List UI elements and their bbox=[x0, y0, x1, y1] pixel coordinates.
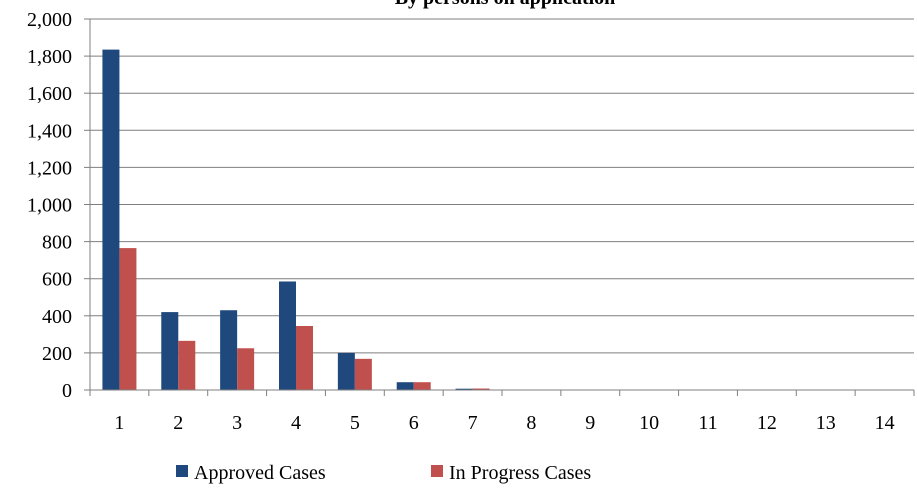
bar-approved bbox=[102, 49, 120, 391]
y-tick-label: 200 bbox=[42, 343, 72, 365]
bar-approved bbox=[279, 281, 296, 390]
y-tick-label: 1,600 bbox=[27, 83, 72, 105]
bars bbox=[102, 49, 650, 391]
y-tick-label: 600 bbox=[42, 269, 72, 291]
y-tick-label: 1,800 bbox=[27, 46, 72, 68]
x-tick-label: 1 bbox=[114, 412, 124, 434]
bar-approved bbox=[161, 312, 179, 390]
y-tick-label: 1,400 bbox=[27, 120, 72, 142]
legend: Approved Cases In Progress Cases bbox=[176, 462, 591, 484]
y-tick-label: 1,200 bbox=[27, 157, 72, 179]
legend-label-in-progress: In Progress Cases bbox=[449, 462, 591, 484]
bar-approved bbox=[337, 352, 355, 390]
y-tick-label: 800 bbox=[42, 232, 72, 254]
gridlines bbox=[90, 18, 914, 354]
x-tick-label: 12 bbox=[757, 412, 777, 434]
chart-title: By persons on application bbox=[395, 0, 616, 9]
x-tick-label: 13 bbox=[816, 412, 836, 434]
bar-in-progress bbox=[296, 326, 313, 390]
x-tick-label: 11 bbox=[698, 412, 717, 434]
x-tick-label: 2 bbox=[173, 412, 183, 434]
bar-in-progress bbox=[413, 382, 431, 390]
x-tick-label: 7 bbox=[468, 412, 478, 434]
y-tick-label: 1,000 bbox=[27, 195, 72, 217]
legend-label-approved: Approved Cases bbox=[194, 462, 326, 484]
y-tick-label: 0 bbox=[62, 380, 72, 402]
x-tick-labels: 1 2 3 4 5 6 7 8 9 10 11 12 13 14 bbox=[114, 412, 894, 434]
x-tick-label: 14 bbox=[875, 412, 895, 434]
legend-swatch-in-progress bbox=[431, 465, 443, 477]
x-tick-label: 10 bbox=[639, 412, 659, 434]
x-tick-label: 4 bbox=[291, 412, 301, 434]
y-tick-label: 2,000 bbox=[27, 9, 72, 31]
bar-in-progress bbox=[472, 388, 490, 390]
axes bbox=[84, 18, 915, 396]
x-tick-label: 6 bbox=[409, 412, 419, 434]
x-tick-label: 9 bbox=[585, 412, 595, 434]
bar-in-progress bbox=[178, 340, 196, 390]
legend-swatch-approved bbox=[176, 465, 188, 477]
bar-approved bbox=[455, 388, 473, 390]
bar-in-progress bbox=[119, 248, 137, 390]
bar-approved bbox=[220, 310, 238, 390]
y-tick-label: 400 bbox=[42, 306, 72, 328]
x-tick-label: 5 bbox=[350, 412, 360, 434]
bar-in-progress bbox=[354, 358, 372, 390]
x-tick-label: 3 bbox=[232, 412, 242, 434]
y-tick-labels: 0 200 400 600 800 1,000 1,200 1,400 1,600 1,800 2,… bbox=[27, 9, 72, 402]
bar-approved bbox=[396, 382, 414, 390]
x-tick-label: 8 bbox=[526, 412, 536, 434]
bar-in-progress bbox=[237, 348, 255, 390]
